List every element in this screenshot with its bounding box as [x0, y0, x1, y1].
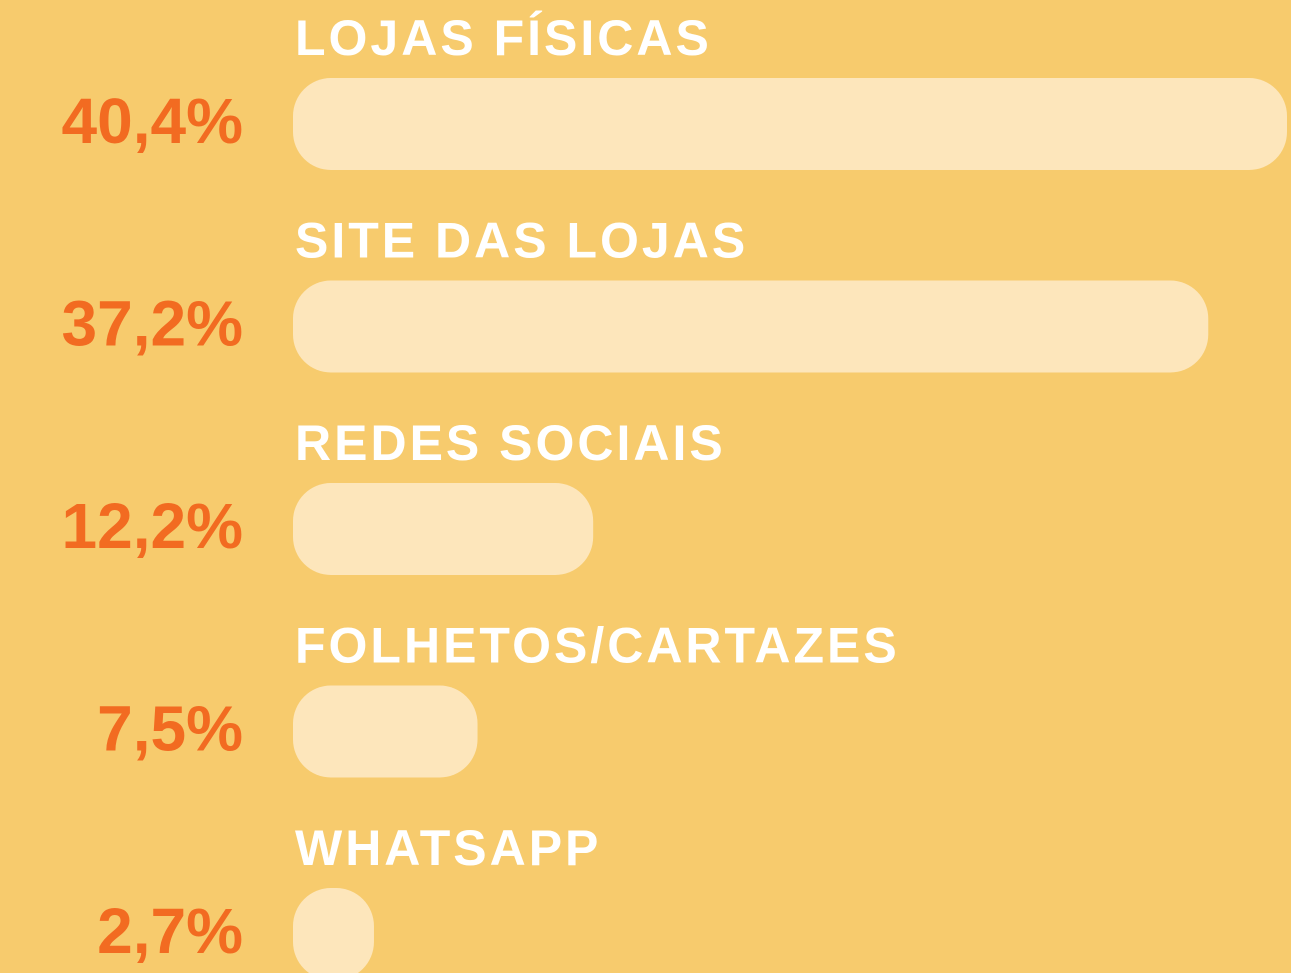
bar — [293, 78, 1287, 170]
bar — [293, 280, 1209, 373]
value-label: 37,2% — [62, 287, 243, 359]
category-label: FOLHETOS/CARTAZES — [295, 618, 900, 674]
bar — [293, 888, 374, 973]
value-label: 2,7% — [97, 895, 243, 967]
value-label: 40,4% — [62, 85, 243, 157]
category-label: REDES SOCIAIS — [295, 415, 726, 471]
value-label: 12,2% — [62, 490, 243, 562]
category-label: WHATSAPP — [295, 820, 601, 876]
bar — [293, 483, 594, 575]
category-label: LOJAS FÍSICAS — [295, 10, 712, 66]
category-label: SITE DAS LOJAS — [295, 213, 748, 269]
value-label: 7,5% — [97, 692, 243, 764]
bar — [293, 685, 478, 778]
